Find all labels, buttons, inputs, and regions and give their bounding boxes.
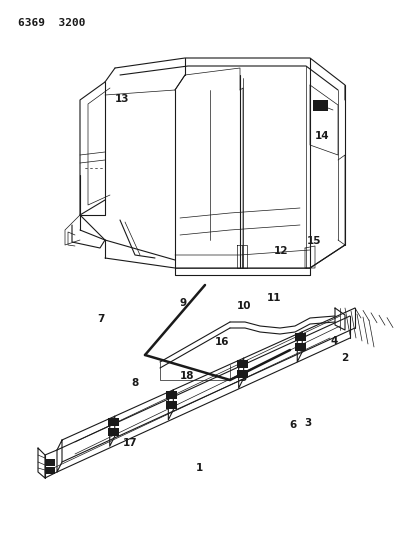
Text: 12: 12 [273,246,288,255]
Text: 16: 16 [215,337,230,347]
Text: 8: 8 [132,378,139,387]
Text: 13: 13 [114,94,129,103]
Text: 10: 10 [237,302,251,311]
Text: 4: 4 [331,336,338,346]
Text: 15: 15 [307,236,322,246]
Text: 5: 5 [239,374,246,383]
Text: 3: 3 [304,418,312,427]
Text: 6: 6 [289,421,297,430]
Text: 9: 9 [179,298,186,308]
Text: 7: 7 [98,314,105,324]
Text: 14: 14 [315,131,330,141]
Text: 2: 2 [341,353,348,363]
Text: 1: 1 [196,463,204,473]
Text: 18: 18 [180,371,194,381]
Text: 11: 11 [267,294,282,303]
Text: 6369  3200: 6369 3200 [18,18,86,28]
Text: 17: 17 [122,439,137,448]
